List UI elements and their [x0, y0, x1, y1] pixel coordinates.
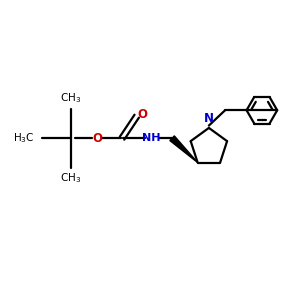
Text: NH: NH [142, 133, 161, 143]
Text: CH$_3$: CH$_3$ [60, 171, 81, 185]
Text: O: O [92, 132, 102, 145]
Text: N: N [204, 112, 214, 125]
Polygon shape [170, 136, 198, 163]
Text: CH$_3$: CH$_3$ [60, 92, 81, 105]
Text: O: O [137, 108, 147, 121]
Text: H$_3$C: H$_3$C [13, 131, 34, 145]
